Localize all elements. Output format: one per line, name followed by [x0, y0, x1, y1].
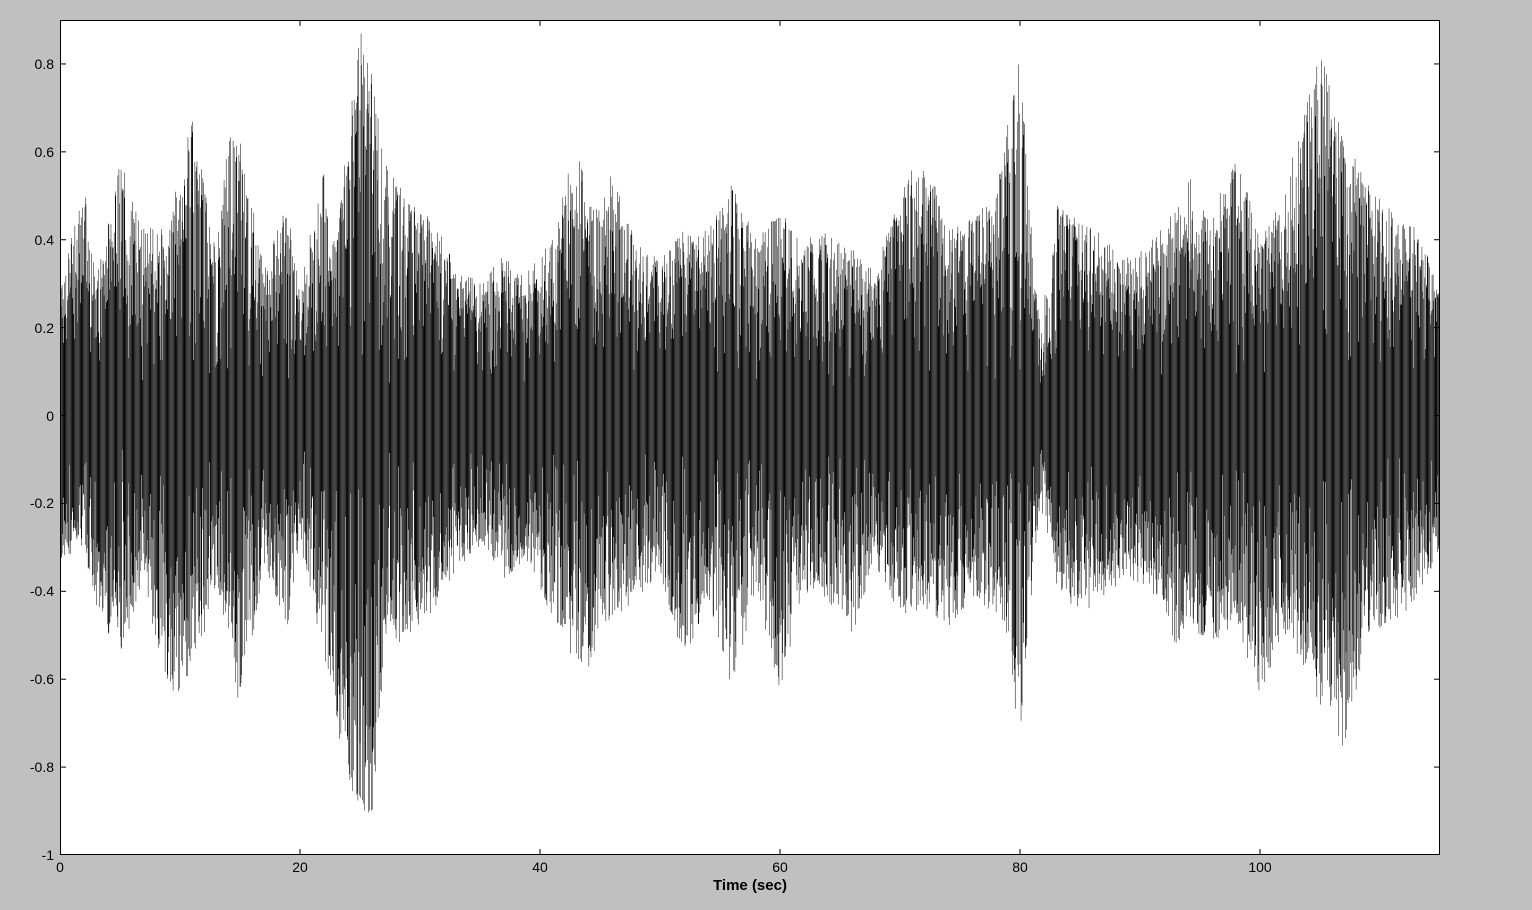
figure: 0 20 40 60 80 100 -1 -0.8 -0.6 -0.4 -0.2 0 0.2 0.4 0.6… — [0, 0, 1532, 910]
tick-label: -0.4 — [30, 583, 54, 599]
tick-label: -0.6 — [30, 671, 54, 687]
tick-label: 0.8 — [35, 56, 54, 72]
tick-label: -0.2 — [30, 495, 54, 511]
tick-label: -1 — [42, 847, 54, 863]
x-axis-label: Time (sec) — [713, 877, 787, 894]
tick-label: 0 — [56, 859, 64, 875]
tick-label: -0.8 — [30, 759, 54, 775]
tick-label: 40 — [532, 859, 548, 875]
tick-label: 0 — [46, 408, 54, 424]
tick-label: 0.4 — [35, 232, 54, 248]
tick-label: 0.2 — [35, 320, 54, 336]
waveform-plot-svg — [60, 20, 1440, 855]
tick-label: 80 — [1012, 859, 1028, 875]
tick-label: 100 — [1248, 859, 1271, 875]
tick-label: 20 — [292, 859, 308, 875]
waveform-axes — [60, 20, 1440, 855]
tick-label: 0.6 — [35, 144, 54, 160]
tick-label: 60 — [772, 859, 788, 875]
